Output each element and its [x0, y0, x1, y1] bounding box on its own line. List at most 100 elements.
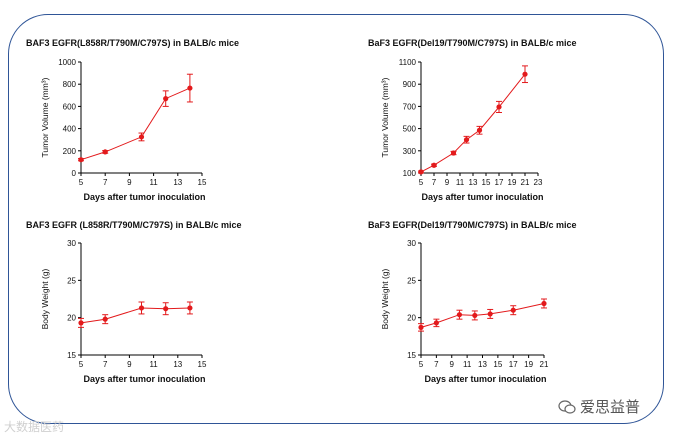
watermark-left: 大数据医药 — [4, 420, 65, 434]
data-point — [463, 137, 470, 143]
chart-title: BaF3 EGFR(Del19/T790M/C797S) in BALB/c m… — [368, 38, 577, 48]
y-axis-label: Tumor Volume (mm³) — [380, 77, 390, 157]
x-tick-label: 9 — [445, 178, 450, 187]
x-tick-label: 11 — [149, 360, 158, 369]
chart-svg: 0 200 400 600 800 1000 5 7 9 11 13 15 Days after tum… — [40, 58, 207, 202]
x-axis-label: Days after tumor inoculation — [83, 192, 205, 202]
x-tick-label: 5 — [419, 360, 424, 369]
data-point — [102, 149, 108, 155]
chart-panel-tumor-volume-l858r: BAF3 EGFR(L858R/T790M/C797S) in BALB/c m… — [0, 0, 339, 215]
y-tick-label: 500 — [403, 125, 417, 134]
x-tick-label: 13 — [478, 360, 487, 369]
chart-svg: 100 300 500 700 900 1100 5 7 9 11 13 15 17 19 21 23 Days… — [380, 58, 544, 202]
data-point — [187, 305, 193, 311]
watermark-right: 爱思益普 — [558, 396, 640, 417]
y-tick-label: 20 — [67, 314, 76, 323]
figure-frame — [8, 14, 664, 424]
chart-title: BAF3 EGFR (L858R/T790M/C797S) in BALB/c … — [26, 220, 242, 230]
x-tick-label: 17 — [509, 360, 518, 369]
x-tick-label: 15 — [198, 178, 207, 187]
y-axis-label: Body Weight (g) — [380, 268, 390, 329]
x-tick-label: 11 — [456, 178, 465, 187]
x-tick-label: 21 — [521, 178, 530, 187]
y-tick-label: 20 — [407, 314, 416, 323]
x-tick-label: 5 — [79, 178, 84, 187]
chart-title: BAF3 EGFR(L858R/T790M/C797S) in BALB/c m… — [26, 38, 240, 48]
chart-panel-body-weight-l858r: BAF3 EGFR (L858R/T790M/C797S) in BALB/c … — [26, 220, 242, 384]
y-tick-label: 600 — [63, 102, 77, 111]
chart-panel-tumor-volume-del19: BaF3 EGFR(Del19/T790M/C797S) in BALB/c m… — [0, 0, 678, 215]
y-axis-label: Body Weight (g) — [40, 268, 50, 329]
x-tick-label: 13 — [173, 178, 182, 187]
y-tick-label: 0 — [72, 169, 77, 178]
x-tick-label: 19 — [524, 360, 533, 369]
y-tick-label: 100 — [403, 169, 417, 178]
y-tick-label: 1100 — [399, 58, 417, 67]
y-tick-label: 15 — [67, 351, 76, 360]
x-tick-label: 23 — [534, 178, 543, 187]
chart-title: BaF3 EGFR(Del19/T790M/C797S) in BALB/c m… — [368, 220, 577, 230]
y-tick-label: 200 — [63, 147, 77, 156]
x-tick-label: 9 — [127, 360, 132, 369]
x-tick-label: 11 — [149, 178, 158, 187]
data-point — [431, 162, 437, 168]
data-point — [476, 127, 483, 133]
y-tick-label: 25 — [407, 276, 416, 285]
data-point — [187, 85, 193, 91]
chart-svg: 15 20 25 30 5 7 9 11 13 15 Days after tumor inocul… — [40, 239, 207, 384]
data-point — [433, 320, 439, 326]
x-tick-label: 13 — [173, 360, 182, 369]
data-point — [163, 306, 169, 312]
data-point — [78, 320, 84, 326]
data-point — [541, 300, 547, 307]
y-tick-label: 15 — [407, 351, 416, 360]
data-point — [510, 307, 516, 313]
x-tick-label: 7 — [434, 360, 439, 369]
data-point — [102, 316, 108, 322]
data-point — [418, 169, 424, 175]
x-tick-label: 15 — [493, 360, 502, 369]
x-tick-label: 7 — [103, 360, 108, 369]
data-point — [78, 157, 84, 163]
x-tick-label: 7 — [432, 178, 437, 187]
x-tick-label: 19 — [508, 178, 517, 187]
x-tick-label: 5 — [79, 360, 84, 369]
data-point — [522, 71, 528, 77]
y-tick-label: 900 — [403, 80, 417, 89]
y-tick-label: 700 — [403, 102, 417, 111]
x-tick-label: 9 — [450, 360, 455, 369]
x-tick-label: 21 — [540, 360, 549, 369]
y-tick-label: 400 — [63, 125, 77, 134]
x-tick-label: 9 — [127, 178, 132, 187]
x-axis-label: Days after tumor inoculation — [83, 374, 205, 384]
data-point — [496, 104, 502, 110]
data-point — [487, 311, 493, 317]
data-point — [472, 312, 478, 319]
y-tick-label: 25 — [67, 276, 76, 285]
data-point — [456, 312, 463, 318]
x-tick-label: 13 — [469, 178, 478, 187]
y-tick-label: 800 — [63, 80, 77, 89]
x-tick-label: 7 — [103, 178, 108, 187]
data-point — [138, 305, 145, 311]
x-tick-label: 11 — [463, 360, 472, 369]
y-tick-label: 30 — [67, 239, 76, 248]
data-point — [418, 324, 424, 330]
x-axis-label: Days after tumor inoculation — [421, 192, 543, 202]
data-point — [138, 134, 145, 140]
x-tick-label: 15 — [198, 360, 207, 369]
x-tick-label: 17 — [495, 178, 504, 187]
y-axis-label: Tumor Volume (mm³) — [40, 77, 50, 157]
y-tick-label: 1000 — [58, 58, 76, 67]
y-tick-label: 30 — [407, 239, 416, 248]
data-point — [163, 96, 169, 102]
x-tick-label: 5 — [419, 178, 424, 187]
data-point — [450, 150, 457, 156]
watermark-right-text: 爱思益普 — [580, 399, 641, 416]
series-line — [420, 303, 545, 328]
wechat-icon — [558, 400, 576, 414]
y-tick-label: 300 — [403, 147, 417, 156]
x-axis-label: Days after tumor inoculation — [424, 374, 546, 384]
